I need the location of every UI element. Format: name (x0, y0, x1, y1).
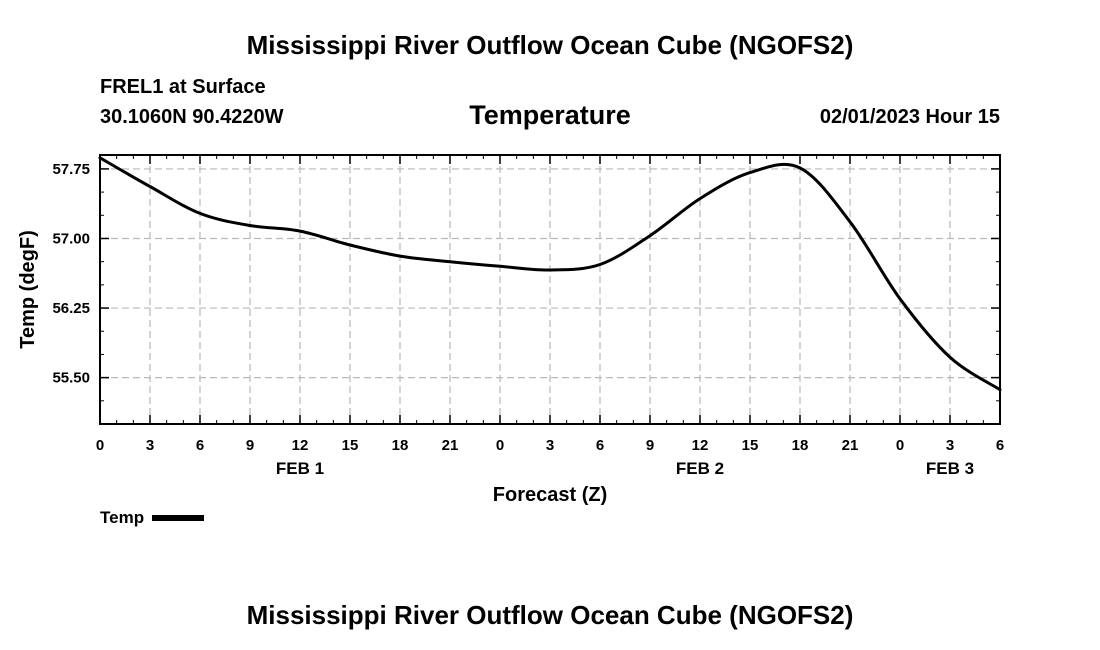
y-tick-label: 56.25 (52, 300, 90, 317)
footer-title: Mississippi River Outflow Ocean Cube (NG… (246, 600, 854, 630)
x-tick-label: 3 (546, 437, 554, 454)
x-tick-label: 6 (996, 437, 1004, 454)
y-axis-label: Temp (degF) (17, 230, 39, 349)
x-tick-label: 12 (292, 437, 309, 454)
coordinates-label: 30.1060N 90.4220W (100, 106, 284, 128)
x-tick-label: 3 (946, 437, 954, 454)
x-tick-label: 3 (146, 437, 154, 454)
station-label: FREL1 at Surface (100, 76, 266, 98)
x-date-label: FEB 3 (926, 459, 974, 478)
y-tick-label: 55.50 (52, 370, 90, 387)
x-tick-label: 18 (392, 437, 409, 454)
x-tick-label: 6 (596, 437, 604, 454)
x-tick-label: 15 (742, 437, 759, 454)
y-tick-label: 57.75 (52, 161, 90, 178)
x-tick-label: 12 (692, 437, 709, 454)
x-tick-label: 0 (496, 437, 504, 454)
chart-title: Mississippi River Outflow Ocean Cube (NG… (246, 30, 854, 60)
variable-title: Temperature (469, 100, 631, 130)
x-tick-label: 9 (246, 437, 254, 454)
x-tick-label: 9 (646, 437, 654, 454)
x-axis-label: Forecast (Z) (493, 484, 607, 506)
plot-frame (99, 154, 1001, 425)
x-date-label: FEB 2 (676, 459, 724, 478)
x-tick-label: 21 (442, 437, 459, 454)
legend: Temp (100, 508, 205, 528)
y-tick-label: 57.00 (52, 230, 90, 247)
temp-series-line (98, 156, 1002, 392)
x-tick-label: 21 (842, 437, 859, 454)
x-tick-label: 18 (792, 437, 809, 454)
datetime-label: 02/01/2023 Hour 15 (819, 106, 1000, 128)
legend-label: Temp (100, 508, 145, 527)
x-tick-label: 6 (196, 437, 204, 454)
x-date-label: FEB 1 (276, 459, 324, 478)
legend-line-swatch (152, 515, 205, 521)
x-tick-label: 15 (342, 437, 359, 454)
x-tick-label: 0 (96, 437, 104, 454)
x-tick-label: 0 (896, 437, 904, 454)
